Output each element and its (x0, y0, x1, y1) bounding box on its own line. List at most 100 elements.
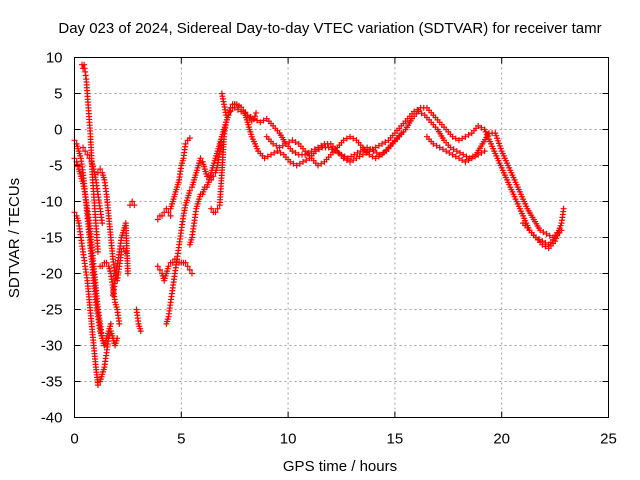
data-point (94, 248, 101, 255)
data-point (210, 173, 217, 180)
data-point (447, 144, 454, 151)
data-point (439, 146, 446, 153)
data-point (478, 149, 485, 156)
data-point (257, 119, 264, 126)
data-point (260, 117, 267, 124)
data-point (462, 133, 469, 140)
data-point (250, 115, 257, 122)
axis-ticks: 0 5 10 15 20 25 -40 -35 -30 -25 -20 -15 -10 -5 0 5 10 (41, 50, 617, 448)
data-point (465, 131, 472, 138)
data-point (560, 205, 567, 212)
x-tick-label: 20 (493, 431, 510, 448)
data-point (348, 153, 355, 160)
data-point (97, 166, 104, 173)
data-point (273, 142, 280, 149)
y-tick-label: -15 (41, 230, 63, 247)
data-point (312, 148, 319, 155)
data-point (367, 146, 374, 153)
data-point (318, 160, 325, 167)
data-point (315, 162, 322, 169)
data-point (188, 270, 195, 277)
data-point (398, 130, 405, 137)
y-tick-label: -30 (41, 338, 63, 355)
data-point (184, 263, 191, 270)
data-point (436, 144, 443, 151)
data-point (282, 140, 289, 147)
chart-title: Day 023 of 2024, Sidereal Day-to-day VTE… (58, 20, 601, 37)
data-point (279, 142, 286, 149)
data-point (415, 108, 422, 115)
y-tick-label: -35 (41, 374, 63, 391)
data-point (99, 263, 106, 270)
data-point (465, 157, 472, 164)
data-point (372, 144, 379, 151)
data-point (457, 149, 464, 156)
data-point (459, 135, 466, 142)
data-point (82, 148, 89, 155)
data-point (382, 139, 389, 146)
data-point (234, 106, 241, 113)
data-point (274, 148, 281, 155)
data-point (197, 155, 204, 162)
data-point (261, 155, 268, 162)
data-point (270, 140, 277, 147)
y-tick-label: -25 (41, 302, 63, 319)
data-point (449, 133, 456, 140)
data-point (343, 135, 350, 142)
data-point (253, 109, 260, 116)
data-point (124, 270, 131, 277)
data-point (277, 149, 284, 156)
data-point (481, 148, 488, 155)
data-point (107, 320, 114, 327)
data-point (478, 124, 485, 131)
data-point (94, 382, 101, 389)
data-point (84, 151, 91, 158)
data-point (463, 153, 470, 160)
data-point (462, 158, 469, 165)
data-point (375, 142, 382, 149)
data-point (449, 151, 456, 158)
data-point (356, 153, 363, 160)
x-tick-label: 10 (280, 431, 297, 448)
data-point (357, 148, 364, 155)
data-point (316, 146, 323, 153)
data-point (350, 135, 357, 142)
x-tick-label: 15 (387, 431, 404, 448)
data-point (286, 139, 293, 146)
data-point (300, 158, 307, 165)
data-point (80, 144, 87, 151)
data-point (369, 153, 376, 160)
data-point (289, 148, 296, 155)
data-point (254, 117, 261, 124)
data-point (455, 137, 462, 144)
data-point (165, 209, 172, 216)
data-point (271, 149, 278, 156)
data-point (443, 148, 450, 155)
data-point (542, 243, 549, 250)
data-point (540, 229, 547, 236)
data-point (366, 151, 373, 158)
data-point (546, 232, 553, 239)
x-tick-label: 0 (70, 431, 78, 448)
data-point (212, 209, 219, 216)
data-point (344, 155, 351, 162)
data-point (296, 160, 303, 167)
data-point (264, 153, 271, 160)
data-point (350, 157, 357, 164)
data-point (341, 153, 348, 160)
data-point (340, 137, 347, 144)
data-point (290, 160, 297, 167)
data-point (452, 135, 459, 142)
x-tick-label: 25 (600, 431, 617, 448)
data-point (186, 187, 193, 194)
data-point (468, 155, 475, 162)
data-point (114, 335, 121, 342)
data-point (537, 227, 544, 234)
data-point (475, 122, 482, 129)
data-point (373, 149, 380, 156)
y-tick-label: -10 (41, 194, 63, 211)
data-point (289, 137, 296, 144)
data-point (99, 220, 106, 227)
data-point (268, 151, 275, 158)
data-point (433, 142, 440, 149)
